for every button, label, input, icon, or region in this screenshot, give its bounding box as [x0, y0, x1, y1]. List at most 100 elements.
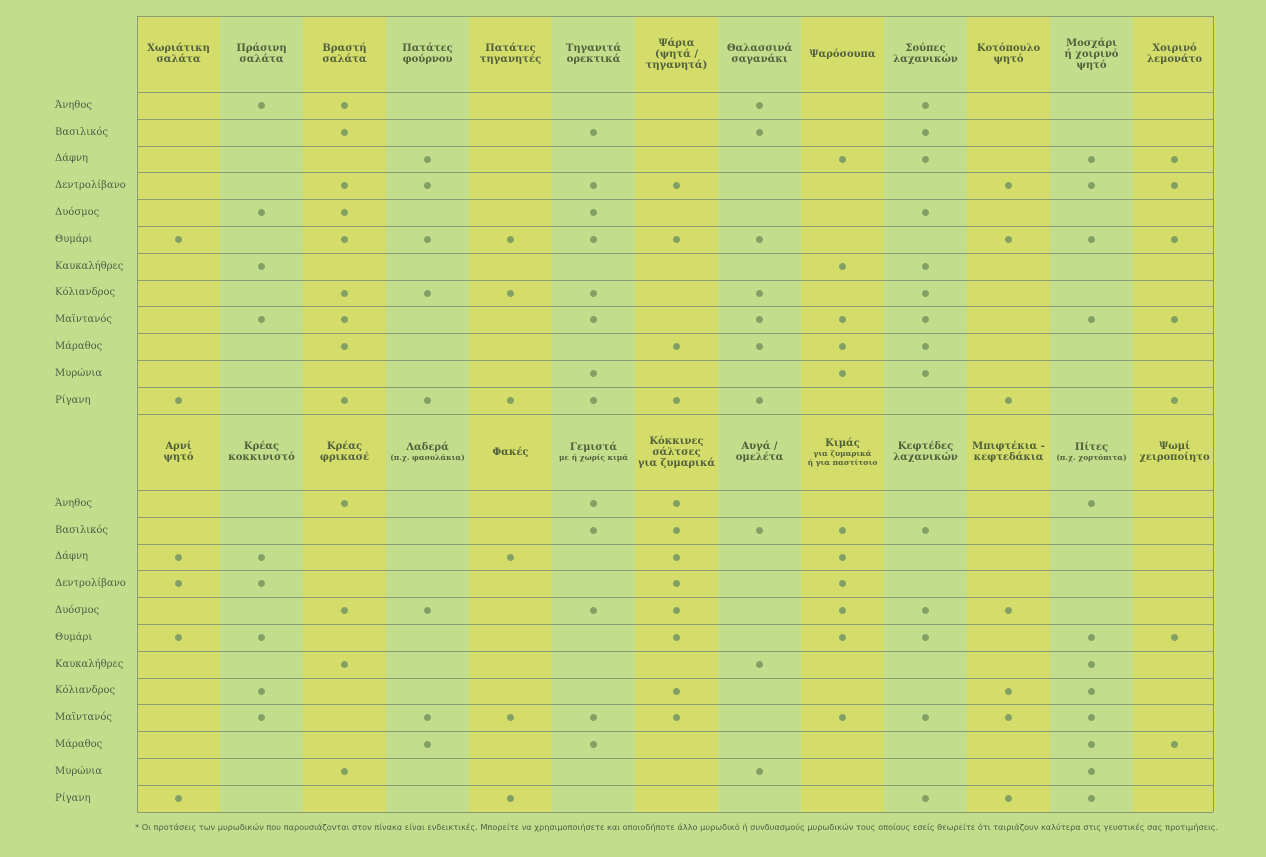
- column-header-text: Χωριάτικη σαλάτα: [147, 43, 210, 65]
- row-divider: [137, 490, 1213, 491]
- pairing-dot: [590, 396, 597, 404]
- pairing-dot: [590, 316, 597, 324]
- pairing-dot: [1005, 607, 1012, 615]
- pairing-dot: [673, 580, 680, 588]
- row-divider: [137, 624, 1213, 625]
- column-header: Βραστή σαλάτα: [303, 16, 386, 92]
- pairing-dot: [673, 499, 680, 507]
- pairing-dot: [922, 607, 929, 615]
- pairing-dot: [590, 209, 597, 217]
- row-label: Μαϊντανός: [55, 314, 112, 326]
- column-title: Πίτες: [1074, 442, 1109, 453]
- pairing-dot: [175, 580, 182, 588]
- pairing-dot: [258, 316, 265, 324]
- pairing-dot: [258, 209, 265, 217]
- pairing-dot: [424, 289, 431, 297]
- pairing-dot: [1088, 767, 1095, 775]
- column-title: Βραστή σαλάτα: [322, 43, 367, 65]
- row-label: Θυμάρι: [55, 233, 93, 245]
- column-header: Πίτες (π.χ. χορτόπιτα): [1050, 414, 1133, 490]
- column-title: Ψαρόσουπα: [809, 48, 876, 60]
- column-title: Κεφτέδες λαχανικών: [893, 441, 958, 463]
- pairing-dot: [341, 396, 348, 404]
- column-header: Κοτόπουλο ψητό: [967, 16, 1050, 92]
- column-header-text: Πράσινη σαλάτα: [236, 43, 286, 65]
- pairing-dot: [839, 316, 846, 324]
- column-header-text: Κρέας κοκκινιστό: [228, 441, 295, 463]
- pairing-dot: [756, 343, 763, 351]
- pairing-dot: [756, 289, 763, 297]
- pairing-dot: [1088, 155, 1095, 163]
- pairing-dot: [839, 155, 846, 163]
- pairing-dot: [1088, 633, 1095, 641]
- pairing-dot: [673, 235, 680, 243]
- column-header-text: Κοτόπουλο ψητό: [977, 43, 1040, 65]
- pairing-dot: [1171, 396, 1178, 404]
- column-header: Κρέας φρικασέ: [303, 414, 386, 490]
- pairing-dot: [673, 633, 680, 641]
- row-divider: [137, 785, 1213, 786]
- pairing-dot: [839, 262, 846, 270]
- row-label: Δεντρολίβανο: [55, 578, 126, 590]
- row-divider: [137, 570, 1213, 571]
- column-header-text: Τηγανιτά ορεκτικά: [566, 43, 621, 65]
- row-divider: [137, 306, 1213, 307]
- pairing-dot: [424, 396, 431, 404]
- column-header: Κιμάς για ζυμαρικά ή για παστίτσιο: [801, 414, 884, 490]
- pairing-dot: [756, 396, 763, 404]
- pairing-dot: [175, 396, 182, 404]
- pairing-dot: [590, 607, 597, 615]
- row-divider: [137, 651, 1213, 652]
- column-header-text: Πατάτες φούρνου: [402, 43, 452, 65]
- pairing-dot: [590, 182, 597, 190]
- pairing-dot: [922, 209, 929, 217]
- pairing-dot: [175, 235, 182, 243]
- pairing-dot: [756, 101, 763, 109]
- column-title: Πατάτες φούρνου: [402, 43, 453, 65]
- row-label: Δάφνη: [55, 153, 89, 165]
- row-label: Βασιλικός: [55, 126, 108, 138]
- column-header: Πατάτες φούρνου: [386, 16, 469, 92]
- column-header-text: Κρέας φρικασέ: [320, 441, 369, 463]
- column-header: Κόκκινες σάλτσες για ζυμαρικά: [635, 414, 718, 490]
- pairing-dot: [341, 182, 348, 190]
- column-header-text: Κιμάς για ζυμαρικά ή για παστίτσιο: [808, 438, 878, 467]
- column-header-text: Σούπες λαχανικών: [893, 43, 958, 65]
- pairing-dot: [1171, 741, 1178, 749]
- column-title: Μοσχάρι ή χοιρινό ψητό: [1064, 37, 1119, 71]
- row-divider: [137, 172, 1213, 173]
- column-header-text: Ψαρόσουπα: [809, 49, 875, 60]
- row-divider: [137, 387, 1213, 388]
- pairing-dot: [756, 128, 763, 136]
- row-divider: [137, 704, 1213, 705]
- pairing-dot: [673, 526, 680, 534]
- pairing-dot: [839, 369, 846, 377]
- row-label: Δάφνη: [55, 551, 89, 563]
- pairing-dot: [839, 526, 846, 534]
- pairing-dot: [507, 289, 514, 297]
- row-label: Μυρώνια: [55, 367, 103, 379]
- column-header: Αυγά / ομελέτα: [718, 414, 801, 490]
- column-header: Χοιρινό λεμονάτο: [1133, 16, 1216, 92]
- pairing-dot: [590, 369, 597, 377]
- row-divider: [137, 360, 1213, 361]
- pairing-dot: [922, 101, 929, 109]
- column-subtitle: (π.χ. φασολάκια): [390, 453, 465, 462]
- pairing-dot: [839, 714, 846, 722]
- pairing-dot: [1088, 714, 1095, 722]
- pairing-dot: [1088, 316, 1095, 324]
- row-divider: [137, 414, 1213, 415]
- column-title: Φακές: [492, 446, 529, 458]
- column-header: Φακές: [469, 414, 552, 490]
- row-divider: [137, 333, 1213, 334]
- pairing-dot: [922, 633, 929, 641]
- pairing-dot: [922, 316, 929, 324]
- pairing-dot: [839, 607, 846, 615]
- row-label: Ρίγανη: [55, 394, 91, 406]
- column-header: Σούπες λαχανικών: [884, 16, 967, 92]
- row-label: Κόλιανδρος: [55, 287, 116, 299]
- row-label: Ρίγανη: [55, 792, 91, 804]
- pairing-dot: [175, 633, 182, 641]
- column-header-text: Ψωμί χειροποίητο: [1139, 441, 1209, 463]
- pairing-dot: [341, 499, 348, 507]
